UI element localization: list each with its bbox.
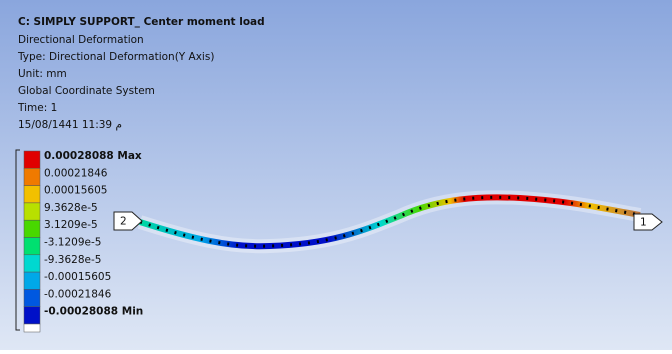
legend-label: -0.00028088 Min [44, 306, 143, 318]
legend-label: -9.3628e-5 [44, 254, 101, 266]
header-line: 15/08/1441 11:39 م [18, 119, 122, 131]
marker-label: 1 [640, 217, 647, 229]
legend-label: 3.1209e-5 [44, 219, 98, 231]
header-line: Global Coordinate System [18, 85, 155, 97]
header-line: Directional Deformation [18, 34, 144, 46]
legend-swatch [24, 289, 40, 306]
legend-swatch [24, 151, 40, 168]
marker-label: 2 [120, 216, 127, 228]
header-line: Time: 1 [17, 102, 57, 114]
legend-label: 0.00015605 [44, 185, 107, 197]
legend-label: 0.00021846 [44, 167, 108, 179]
title: C: SIMPLY SUPPORT_ Center moment load [18, 16, 265, 28]
header-line: Unit: mm [18, 68, 67, 80]
viewport: C: SIMPLY SUPPORT_ Center moment load Di… [0, 0, 672, 350]
legend-label: 9.3628e-5 [44, 202, 98, 214]
legend-swatch [24, 307, 40, 324]
legend-label: -3.1209e-5 [44, 237, 101, 249]
legend-swatch [24, 238, 40, 255]
legend-label: 0.00028088 Max [44, 150, 142, 162]
legend-swatch [24, 220, 40, 237]
legend-swatch [24, 255, 40, 272]
legend-label: -0.00015605 [44, 271, 111, 283]
legend-swatch [24, 186, 40, 203]
legend-label: -0.00021846 [44, 288, 112, 300]
legend-swatch-empty [24, 324, 40, 332]
legend-swatch [24, 272, 40, 289]
legend-swatch [24, 203, 40, 220]
header-line: Type: Directional Deformation(Y Axis) [17, 51, 214, 63]
legend-swatch [24, 168, 40, 185]
